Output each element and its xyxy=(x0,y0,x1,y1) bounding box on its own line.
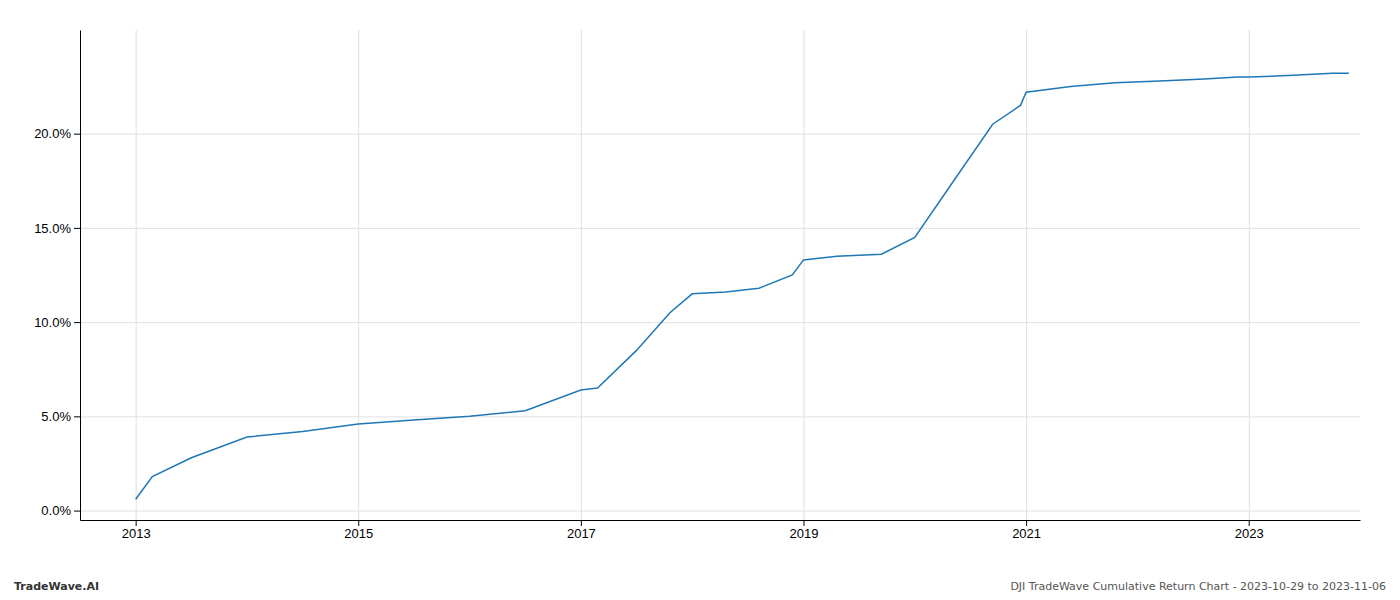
grid-y xyxy=(80,134,1360,511)
grid-tick xyxy=(1026,30,1027,520)
grid-line xyxy=(136,30,137,520)
title: DJI TradeWave Cumulative Return Chart - … xyxy=(1010,580,1386,593)
tick-label: 2021 xyxy=(1012,526,1041,541)
tick-mark xyxy=(74,134,80,135)
tick-mark xyxy=(74,511,80,512)
grid-line xyxy=(358,30,359,520)
tick-mark xyxy=(1026,520,1027,526)
tick: 2017 xyxy=(567,520,596,541)
grid-line xyxy=(1026,30,1027,520)
tick-mark xyxy=(136,520,137,526)
plot-area: 2013 2015 2017 2019 2021 2023 0.0% 5.0% 10.0% 15.… xyxy=(34,30,1360,541)
grid-tick xyxy=(1249,30,1250,520)
grid-line xyxy=(80,416,1360,417)
tick-label: 2019 xyxy=(790,526,819,541)
tick-mark xyxy=(74,416,80,417)
grid-line xyxy=(803,30,804,520)
tick: 15.0% xyxy=(34,221,80,236)
tick: 2021 xyxy=(1012,520,1041,541)
grid-tick xyxy=(80,134,1360,135)
grid-line xyxy=(1249,30,1250,520)
y-axis: 0.0% 5.0% 10.0% 15.0% 20.0% xyxy=(34,31,80,521)
grid-line xyxy=(80,228,1360,229)
axis-line xyxy=(81,520,1361,521)
tick-mark xyxy=(581,520,582,526)
line xyxy=(136,73,1349,499)
tick: 2023 xyxy=(1235,520,1264,541)
tick-mark xyxy=(74,228,80,229)
tick-label: 2013 xyxy=(122,526,151,541)
tick: 2015 xyxy=(344,520,373,541)
tick-mark xyxy=(74,322,80,323)
tick: 20.0% xyxy=(34,126,80,141)
tick: 5.0% xyxy=(41,409,80,424)
chart: 2013 2015 2017 2019 2021 2023 0.0% 5.0% 10.0% 15.… xyxy=(0,0,1400,600)
tick-label: 2015 xyxy=(344,526,373,541)
watermark: TradeWave.AI xyxy=(14,580,99,593)
grid-tick xyxy=(136,30,137,520)
grid-tick xyxy=(358,30,359,520)
tick-label: 15.0% xyxy=(34,221,71,236)
tick-mark xyxy=(1249,520,1250,526)
grid-tick xyxy=(80,228,1360,229)
marks xyxy=(136,73,1349,499)
tick-label: 0.0% xyxy=(41,503,71,518)
x-axis: 2013 2015 2017 2019 2021 2023 xyxy=(81,520,1361,541)
tick-label: 20.0% xyxy=(34,126,71,141)
grid-x xyxy=(136,30,1249,520)
tick-mark xyxy=(358,520,359,526)
grid-line xyxy=(80,322,1360,323)
tick: 10.0% xyxy=(34,315,80,330)
grid-line xyxy=(581,30,582,520)
grid-line xyxy=(80,511,1360,512)
tick-mark xyxy=(803,520,804,526)
axis-line xyxy=(80,31,81,521)
grid-tick xyxy=(80,322,1360,323)
grid-tick xyxy=(80,511,1360,512)
tick-label: 10.0% xyxy=(34,315,71,330)
grid-line xyxy=(80,134,1360,135)
tick-label: 5.0% xyxy=(41,409,71,424)
grid-tick xyxy=(803,30,804,520)
grid-tick xyxy=(581,30,582,520)
tick: 0.0% xyxy=(41,503,80,518)
grid-tick xyxy=(80,416,1360,417)
tick-label: 2023 xyxy=(1235,526,1264,541)
tick-label: 2017 xyxy=(567,526,596,541)
tick: 2019 xyxy=(790,520,819,541)
tick: 2013 xyxy=(122,520,151,541)
